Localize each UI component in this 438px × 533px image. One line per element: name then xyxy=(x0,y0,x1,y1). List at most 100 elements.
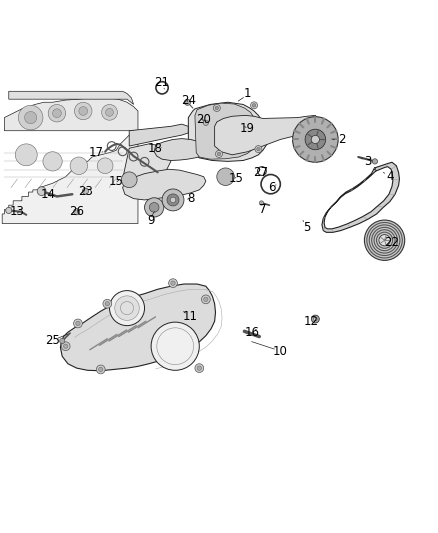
Circle shape xyxy=(15,144,37,166)
Polygon shape xyxy=(322,162,399,232)
Circle shape xyxy=(76,321,80,326)
Text: 17: 17 xyxy=(89,146,104,159)
Text: 21: 21 xyxy=(155,76,170,89)
Text: 15: 15 xyxy=(229,172,244,185)
Circle shape xyxy=(257,147,260,151)
Circle shape xyxy=(372,159,378,164)
Circle shape xyxy=(70,157,88,174)
Circle shape xyxy=(379,235,390,246)
Circle shape xyxy=(103,300,112,308)
Text: 6: 6 xyxy=(268,181,276,194)
Circle shape xyxy=(171,281,175,285)
Polygon shape xyxy=(129,124,188,146)
Polygon shape xyxy=(123,169,206,200)
Text: 20: 20 xyxy=(196,114,211,126)
Circle shape xyxy=(149,203,159,212)
Text: 14: 14 xyxy=(41,188,56,201)
Circle shape xyxy=(145,198,164,217)
Circle shape xyxy=(37,187,46,196)
Text: 27: 27 xyxy=(253,166,268,179)
Circle shape xyxy=(314,317,317,321)
Circle shape xyxy=(6,207,12,214)
Circle shape xyxy=(99,367,103,372)
Circle shape xyxy=(217,152,221,156)
Circle shape xyxy=(184,99,191,106)
Circle shape xyxy=(106,108,113,116)
Circle shape xyxy=(170,197,176,203)
Circle shape xyxy=(74,319,82,328)
Text: 23: 23 xyxy=(78,184,93,198)
Polygon shape xyxy=(195,103,258,159)
Circle shape xyxy=(201,295,210,304)
Circle shape xyxy=(167,194,179,206)
Text: 2: 2 xyxy=(338,133,346,146)
Polygon shape xyxy=(188,102,267,161)
Text: 22: 22 xyxy=(385,236,399,249)
Circle shape xyxy=(110,290,145,326)
Polygon shape xyxy=(2,131,138,223)
Text: 25: 25 xyxy=(45,335,60,348)
Circle shape xyxy=(213,104,220,111)
Circle shape xyxy=(162,189,184,211)
Text: 18: 18 xyxy=(148,142,163,155)
Text: 4: 4 xyxy=(386,170,394,183)
Text: 13: 13 xyxy=(9,205,24,218)
Circle shape xyxy=(97,158,113,174)
Polygon shape xyxy=(154,139,209,160)
Polygon shape xyxy=(9,91,134,104)
Text: 19: 19 xyxy=(240,122,255,135)
Text: 7: 7 xyxy=(259,203,267,216)
Circle shape xyxy=(151,322,199,370)
Text: 10: 10 xyxy=(273,345,288,358)
Text: 11: 11 xyxy=(183,310,198,324)
Circle shape xyxy=(74,209,80,215)
Polygon shape xyxy=(4,98,138,131)
Text: 5: 5 xyxy=(303,221,310,233)
Circle shape xyxy=(64,344,68,349)
Circle shape xyxy=(215,150,223,157)
Circle shape xyxy=(53,109,61,118)
Circle shape xyxy=(18,106,43,130)
Circle shape xyxy=(259,201,264,205)
Circle shape xyxy=(197,366,201,370)
Circle shape xyxy=(48,104,66,122)
Circle shape xyxy=(25,111,37,124)
Circle shape xyxy=(82,188,88,194)
Circle shape xyxy=(61,342,70,351)
Circle shape xyxy=(79,107,88,115)
Text: 9: 9 xyxy=(147,214,155,227)
Text: 15: 15 xyxy=(109,175,124,188)
Circle shape xyxy=(43,152,62,171)
Text: 12: 12 xyxy=(304,315,318,328)
Circle shape xyxy=(293,117,338,162)
Circle shape xyxy=(255,146,262,152)
Circle shape xyxy=(251,102,258,109)
Circle shape xyxy=(115,296,139,320)
Circle shape xyxy=(60,338,65,344)
Polygon shape xyxy=(123,144,171,179)
Circle shape xyxy=(96,365,105,374)
Circle shape xyxy=(215,106,219,110)
Circle shape xyxy=(311,315,319,323)
Text: 24: 24 xyxy=(181,94,196,107)
Text: 26: 26 xyxy=(69,205,84,218)
Circle shape xyxy=(252,103,256,107)
Circle shape xyxy=(311,135,319,143)
Circle shape xyxy=(203,120,208,125)
Polygon shape xyxy=(60,284,215,371)
Circle shape xyxy=(105,302,110,306)
Text: 16: 16 xyxy=(244,326,259,338)
Polygon shape xyxy=(215,115,320,155)
Text: 3: 3 xyxy=(364,155,371,168)
Circle shape xyxy=(364,220,405,260)
Circle shape xyxy=(74,102,92,120)
Circle shape xyxy=(121,172,137,188)
Circle shape xyxy=(305,129,325,150)
Text: 1: 1 xyxy=(244,87,251,100)
Text: 8: 8 xyxy=(187,192,194,205)
Circle shape xyxy=(102,104,117,120)
Circle shape xyxy=(217,168,234,185)
Circle shape xyxy=(169,279,177,287)
Circle shape xyxy=(204,297,208,302)
Circle shape xyxy=(195,364,204,373)
